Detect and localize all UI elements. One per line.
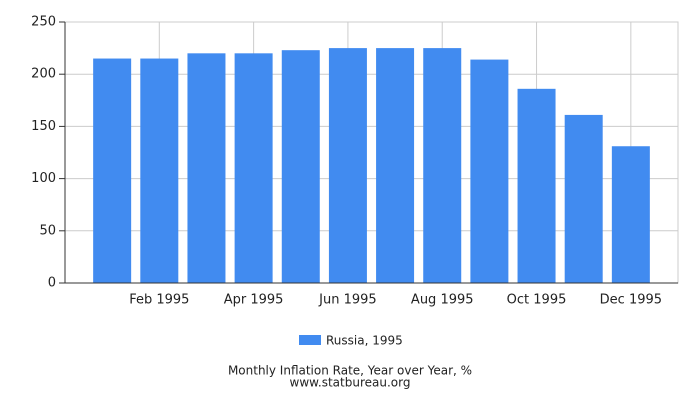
bar (140, 58, 179, 283)
y-tick-label: 150 (31, 119, 56, 134)
bar (93, 58, 132, 283)
x-tick-label: Aug 1995 (411, 293, 474, 308)
bar (470, 59, 509, 283)
x-tick-label: Jun 1995 (318, 293, 377, 308)
x-tick-label: Apr 1995 (224, 293, 284, 308)
bar (517, 88, 556, 283)
y-tick-label: 200 (31, 67, 56, 82)
bar (281, 50, 320, 283)
bar (187, 53, 226, 283)
legend-label: Russia, 1995 (326, 334, 403, 348)
x-tick-label: Dec 1995 (600, 293, 662, 308)
bar (234, 53, 273, 283)
bar (328, 48, 367, 283)
y-tick-label: 50 (39, 223, 56, 238)
bar (423, 48, 462, 283)
y-tick-label: 100 (31, 171, 56, 186)
y-tick-label: 250 (31, 15, 56, 30)
chart-title: Monthly Inflation Rate, Year over Year, … (228, 364, 472, 378)
bar (611, 146, 650, 283)
x-tick-label: Feb 1995 (129, 293, 189, 308)
x-tick-label: Oct 1995 (507, 293, 567, 308)
bar (376, 48, 415, 283)
y-tick-label: 0 (48, 276, 56, 291)
bar (564, 114, 603, 283)
chart-subtitle: www.statbureau.org (290, 376, 411, 390)
legend-swatch (299, 335, 321, 345)
